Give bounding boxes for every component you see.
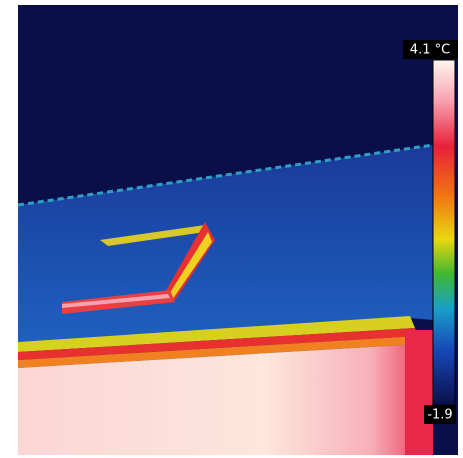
eave-red bbox=[18, 328, 418, 360]
wall bbox=[18, 330, 433, 455]
max-label-bg bbox=[403, 40, 458, 59]
roof bbox=[18, 145, 433, 342]
eave-orange bbox=[18, 336, 420, 368]
max-label: 4.1 °C bbox=[410, 43, 450, 58]
wall-corner bbox=[405, 330, 433, 455]
skylight-side-inner bbox=[168, 232, 212, 300]
eave-yellow bbox=[18, 316, 415, 352]
min-label: -1.9 bbox=[427, 408, 452, 423]
color-scale bbox=[432, 59, 456, 406]
skylight-bottom-inner bbox=[62, 294, 170, 308]
min-label-bg bbox=[424, 405, 456, 424]
skylight-top bbox=[100, 225, 205, 246]
skylight-side bbox=[163, 222, 215, 300]
